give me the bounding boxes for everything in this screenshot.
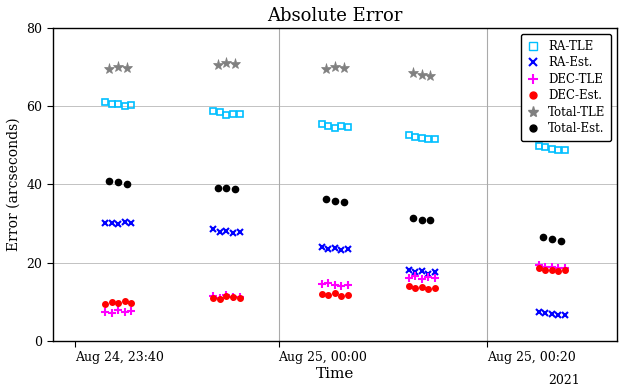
Title: Absolute Error: Absolute Error [267, 7, 402, 25]
Text: 2021: 2021 [548, 374, 580, 387]
X-axis label: Time: Time [316, 367, 354, 381]
Y-axis label: Error (arcseconds): Error (arcseconds) [7, 118, 21, 251]
Legend: RA-TLE, RA-Est., DEC-TLE, DEC-Est., Total-TLE, Total-Est.: RA-TLE, RA-Est., DEC-TLE, DEC-Est., Tota… [520, 34, 611, 141]
